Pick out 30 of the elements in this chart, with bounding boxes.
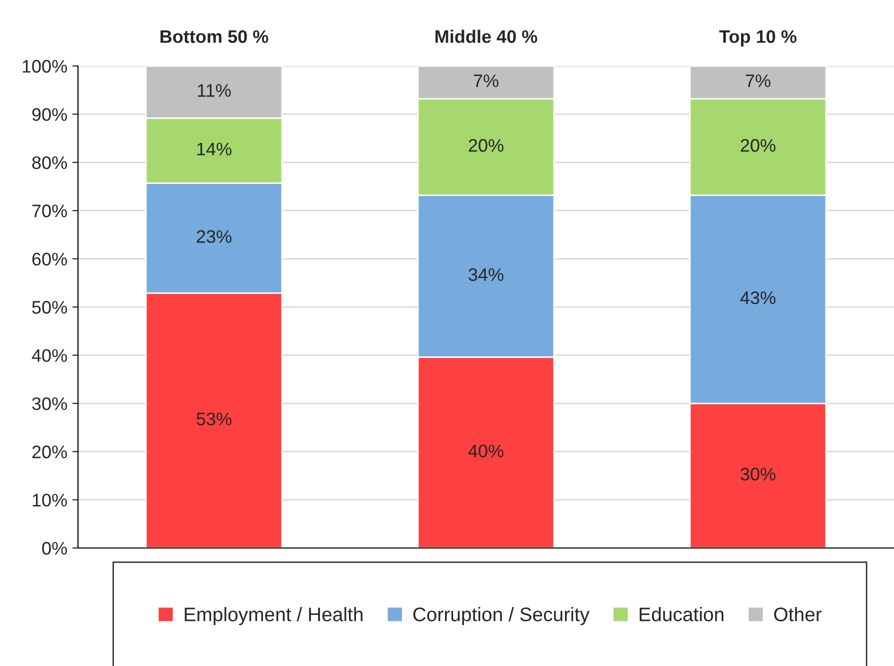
- legend-label: Employment / Health: [184, 607, 362, 626]
- y-tick-label: 0%: [42, 542, 67, 555]
- data-label: 43%: [740, 291, 776, 304]
- data-label: 7%: [474, 74, 498, 88]
- x-tick-label: Top 10 %: [719, 30, 796, 47]
- y-tick-label: 90%: [32, 108, 67, 121]
- y-tick-label: 70%: [32, 204, 67, 218]
- y-tick-label: 10%: [32, 494, 67, 507]
- x-tick-label: Middle 40 %: [436, 30, 538, 43]
- data-label: 30%: [740, 468, 776, 481]
- y-tick-label: 100%: [22, 60, 67, 73]
- legend-label: Corruption / Security: [413, 607, 590, 626]
- y-tick-label: 50%: [32, 300, 67, 314]
- data-label: 20%: [468, 139, 504, 152]
- data-label: 11%: [198, 84, 231, 97]
- y-tick-label: 40%: [32, 349, 67, 362]
- data-label: 23%: [196, 230, 232, 243]
- x-tick-label: Bottom 50 %: [160, 30, 268, 43]
- data-label: 34%: [468, 268, 504, 281]
- y-tick-label: 20%: [32, 446, 67, 458]
- data-label: 7%: [746, 74, 770, 88]
- data-label: 14%: [197, 142, 232, 156]
- legend-label: Education: [640, 607, 724, 622]
- y-tick-label: 60%: [32, 252, 67, 266]
- data-label: 53%: [196, 412, 232, 426]
- y-tick-label: 80%: [32, 156, 67, 170]
- y-tick-label: 30%: [32, 397, 67, 410]
- data-label: 40%: [468, 444, 504, 458]
- data-label: 20%: [740, 139, 776, 152]
- legend-label: Other: [774, 607, 822, 622]
